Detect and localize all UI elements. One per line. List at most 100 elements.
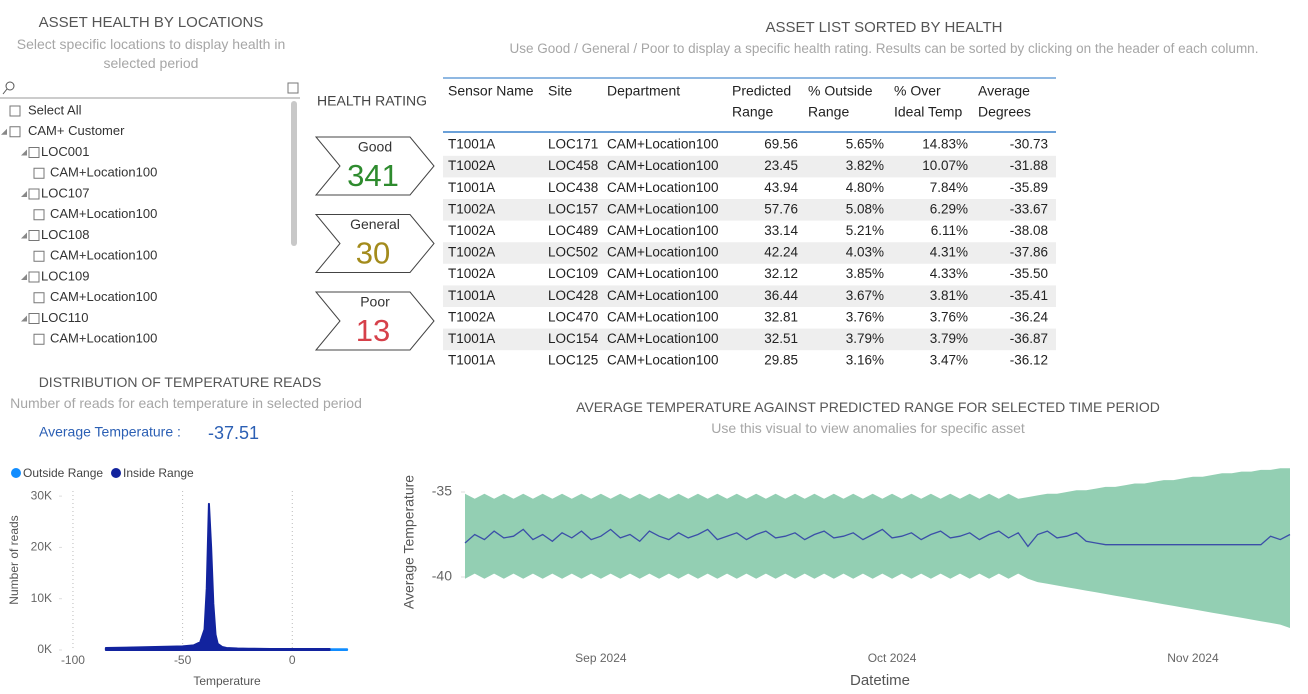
- table-cell: CAM+Location100: [607, 266, 718, 281]
- table-cell: CAM+Location100: [607, 288, 718, 303]
- row-background: [443, 155, 1056, 178]
- column-header[interactable]: Site: [548, 83, 572, 99]
- table-cell: -37.86: [1010, 245, 1048, 260]
- tree-caret[interactable]: [1, 128, 7, 135]
- table-cell: CAM+Location100: [607, 201, 718, 216]
- table-cell: 6.29%: [930, 201, 968, 216]
- table-cell: 3.67%: [846, 288, 884, 303]
- checkbox[interactable]: [33, 209, 45, 221]
- health-card[interactable]: [314, 214, 435, 273]
- slicer-item[interactable]: Select All: [28, 102, 82, 117]
- legend-marker[interactable]: [111, 468, 121, 478]
- table-cell: 3.76%: [930, 309, 968, 324]
- checkbox[interactable]: [9, 105, 21, 117]
- legend-label[interactable]: Outside Range: [23, 466, 103, 480]
- table-cell: 57.76: [764, 201, 798, 216]
- slicer-item[interactable]: CAM+Location100: [50, 165, 157, 180]
- checkbox[interactable]: [28, 271, 40, 283]
- table-cell: -36.87: [1010, 331, 1048, 346]
- checkbox[interactable]: [28, 147, 40, 158]
- checkbox[interactable]: [9, 126, 21, 138]
- table-cell: 32.12: [764, 266, 798, 281]
- checkbox[interactable]: [33, 292, 45, 304]
- column-header[interactable]: Range: [808, 104, 849, 120]
- tree-caret[interactable]: [21, 149, 27, 156]
- health-label: General: [350, 216, 400, 232]
- row-background: [443, 328, 1056, 351]
- table-cell: 69.56: [764, 137, 798, 152]
- table-cell: 3.81%: [930, 288, 968, 303]
- x-tick-label: -50: [174, 653, 192, 667]
- table-cell: LOC489: [548, 223, 598, 238]
- table-cell: -36.24: [1010, 309, 1049, 324]
- checkbox[interactable]: [28, 188, 40, 200]
- table-cell: CAM+Location100: [607, 158, 718, 173]
- slicer-item[interactable]: CAM+Location100: [50, 248, 157, 263]
- axis-title: Number of reads: [7, 515, 21, 604]
- health-card[interactable]: [314, 291, 435, 351]
- chart-title: DISTRIBUTION OF TEMPERATURE READS: [38, 374, 322, 390]
- annotation-label: Average Temperature :: [39, 424, 181, 440]
- table-cell: 4.33%: [930, 266, 968, 281]
- clear-button[interactable]: [287, 82, 299, 94]
- table-cell: 36.44: [764, 288, 798, 303]
- axis-title: Average Temperature: [401, 475, 417, 609]
- checkbox[interactable]: [28, 313, 40, 324]
- axis-title: Temperature: [193, 674, 261, 688]
- slicer-item[interactable]: LOC110: [41, 310, 88, 325]
- slicer-item[interactable]: LOC108: [41, 227, 89, 242]
- column-header[interactable]: Ideal Temp: [894, 104, 962, 120]
- column-header[interactable]: Department: [607, 83, 680, 99]
- table-cell: CAM+Location100: [607, 180, 718, 195]
- slicer-item[interactable]: LOC109: [41, 268, 89, 283]
- table-cell: 10.07%: [922, 158, 968, 173]
- checkbox[interactable]: [33, 333, 45, 345]
- chart-subtitle: Number of reads for each temperature in …: [10, 395, 362, 411]
- table-cell: 5.65%: [846, 137, 884, 152]
- slicer-item[interactable]: CAM+Location100: [50, 289, 157, 304]
- slicer-item[interactable]: LOC107: [41, 185, 89, 200]
- legend-marker[interactable]: [11, 468, 21, 478]
- table-cell: 3.47%: [930, 353, 968, 368]
- table-cell: -35.50: [1010, 266, 1048, 281]
- scrollbar[interactable]: [291, 101, 297, 246]
- column-header[interactable]: Average: [978, 83, 1030, 99]
- table-cell: LOC109: [548, 266, 598, 281]
- column-header[interactable]: % Over: [894, 83, 941, 99]
- checkbox[interactable]: [28, 230, 40, 241]
- table-cell: CAM+Location100: [607, 353, 718, 368]
- tree-caret[interactable]: [21, 232, 27, 239]
- table-cell: 4.80%: [846, 180, 884, 195]
- table-cell: 5.21%: [846, 223, 884, 238]
- slicer-item[interactable]: LOC001: [41, 144, 89, 159]
- column-header[interactable]: Range: [732, 104, 773, 120]
- column-header[interactable]: Degrees: [978, 104, 1031, 120]
- column-header[interactable]: Predicted: [732, 83, 791, 99]
- table-cell: LOC171: [548, 137, 598, 152]
- x-tick-label: Sep 2024: [575, 651, 627, 665]
- table-cell: 5.08%: [846, 201, 884, 216]
- table-cell: 42.24: [764, 245, 798, 260]
- slicer-item[interactable]: CAM+ Customer: [28, 123, 125, 138]
- table-cell: -35.89: [1010, 180, 1048, 195]
- area: [328, 648, 349, 651]
- table-cell: T1002A: [448, 309, 495, 324]
- legend-label[interactable]: Inside Range: [123, 466, 194, 480]
- tree-caret[interactable]: [21, 274, 27, 280]
- slicer-item[interactable]: CAM+Location100: [50, 331, 157, 346]
- search-icon-handle: [2, 88, 8, 95]
- checkbox[interactable]: [33, 167, 45, 179]
- table-cell: 4.03%: [846, 245, 884, 260]
- health-value: 30: [356, 236, 390, 271]
- column-header[interactable]: Sensor Name: [448, 83, 534, 99]
- checkbox[interactable]: [33, 250, 45, 262]
- tree-caret[interactable]: [21, 191, 27, 197]
- table-cell: CAM+Location100: [607, 245, 718, 260]
- row-background: [443, 285, 1056, 307]
- tree-caret[interactable]: [21, 315, 27, 322]
- health-card[interactable]: [314, 136, 435, 196]
- search-icon: [5, 81, 15, 91]
- slicer-item[interactable]: CAM+Location100: [50, 206, 157, 221]
- table-cell: 3.76%: [846, 309, 884, 324]
- column-header[interactable]: % Outside: [808, 83, 873, 99]
